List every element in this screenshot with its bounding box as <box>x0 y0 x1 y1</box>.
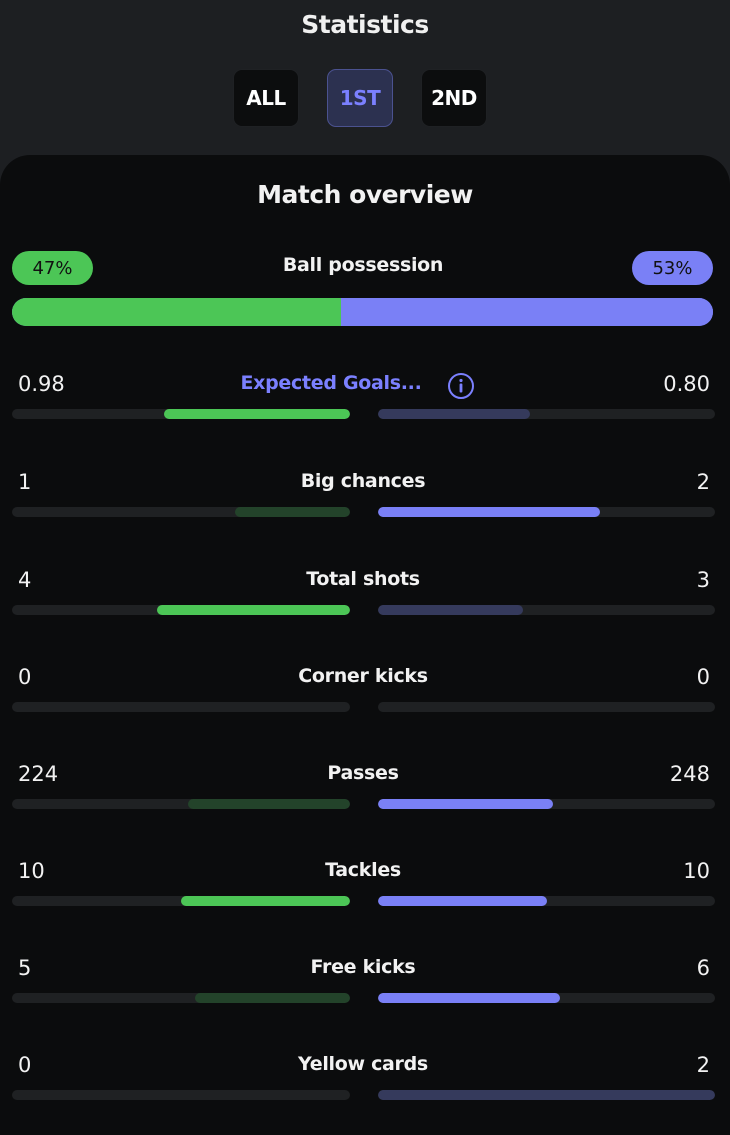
away-stat-bar-fill <box>378 993 560 1003</box>
stat-row: 0 Corner kicks 0 <box>0 665 730 735</box>
home-stat-bar <box>12 896 350 906</box>
away-stat-value: 3 <box>696 568 710 592</box>
away-stat-bar <box>378 1090 715 1100</box>
stat-row: 1 Big chances 2 <box>0 470 730 540</box>
home-stat-bar <box>12 507 350 517</box>
statistics-title: Statistics <box>301 10 429 39</box>
stat-row: 0 Yellow cards 2 <box>0 1053 730 1123</box>
home-stat-bar-fill <box>164 409 350 419</box>
stat-label: Tackles <box>325 859 401 881</box>
home-stat-bar-fill <box>195 993 350 1003</box>
home-stat-value: 0 <box>18 1053 32 1077</box>
away-stat-bar-fill <box>378 507 600 517</box>
info-circle-icon[interactable] <box>447 372 475 400</box>
stat-label: Passes <box>327 762 399 784</box>
away-stat-bar-fill <box>378 896 547 906</box>
stat-label: Total shots <box>306 568 420 590</box>
possession-home-fill <box>12 298 341 326</box>
home-stat-value: 1 <box>18 470 32 494</box>
home-stat-bar <box>12 605 350 615</box>
away-stat-bar-fill <box>378 409 530 419</box>
away-stat-value: 2 <box>696 470 710 494</box>
home-stat-bar <box>12 409 350 419</box>
away-stat-value: 0 <box>696 665 710 689</box>
away-stat-bar <box>378 799 715 809</box>
tab-all[interactable]: ALL <box>233 69 299 127</box>
stat-label: Free kicks <box>310 956 416 978</box>
home-stat-bar-fill <box>181 896 350 906</box>
period-tabs: ALL 1ST 2ND <box>233 69 487 127</box>
home-stat-bar-fill <box>157 605 350 615</box>
away-stat-value: 6 <box>696 956 710 980</box>
ball-possession-label: Ball possession <box>282 254 444 276</box>
home-stat-bar-fill <box>235 507 350 517</box>
away-stat-bar-fill <box>378 605 523 615</box>
home-stat-bar <box>12 799 350 809</box>
home-stat-value: 224 <box>18 762 59 786</box>
away-stat-value: 2 <box>696 1053 710 1077</box>
home-stat-value: 5 <box>18 956 32 980</box>
away-stat-value: 10 <box>683 859 710 883</box>
home-stat-bar <box>12 1090 350 1100</box>
stat-label: Corner kicks <box>298 665 428 687</box>
home-stat-bar <box>12 993 350 1003</box>
home-stat-bar-fill <box>188 799 350 809</box>
home-stat-value: 10 <box>18 859 45 883</box>
home-stat-bar <box>12 702 350 712</box>
away-stat-bar <box>378 605 715 615</box>
tab-second-half[interactable]: 2ND <box>421 69 487 127</box>
away-possession-badge: 53% <box>632 251 713 285</box>
stat-row: 5 Free kicks 6 <box>0 956 730 1026</box>
away-stat-value: 248 <box>669 762 710 786</box>
home-possession-badge: 47% <box>12 251 93 285</box>
stat-row: 10 Tackles 10 <box>0 859 730 929</box>
stat-label: Yellow cards <box>298 1053 428 1075</box>
away-stat-bar <box>378 507 715 517</box>
tab-first-half[interactable]: 1ST <box>327 69 393 127</box>
away-stat-bar <box>378 896 715 906</box>
away-stat-bar <box>378 702 715 712</box>
home-stat-value: 0 <box>18 665 32 689</box>
match-overview-title: Match overview <box>257 180 473 209</box>
away-stat-bar <box>378 993 715 1003</box>
away-stat-bar-fill <box>378 799 553 809</box>
stat-label: Big chances <box>300 470 426 492</box>
away-stat-value: 0.80 <box>663 372 710 396</box>
away-stat-bar <box>378 409 715 419</box>
possession-away-fill <box>341 298 713 326</box>
away-stat-bar-fill <box>378 1090 715 1100</box>
stat-label[interactable]: Expected Goals... <box>240 372 422 394</box>
stat-row: 4 Total shots 3 <box>0 568 730 638</box>
stat-row: 224 Passes 248 <box>0 762 730 832</box>
home-stat-value: 4 <box>18 568 32 592</box>
home-stat-value: 0.98 <box>18 372 65 396</box>
possession-bar <box>12 298 713 326</box>
stat-row: 0.98 Expected Goals... 0.80 <box>0 372 730 442</box>
